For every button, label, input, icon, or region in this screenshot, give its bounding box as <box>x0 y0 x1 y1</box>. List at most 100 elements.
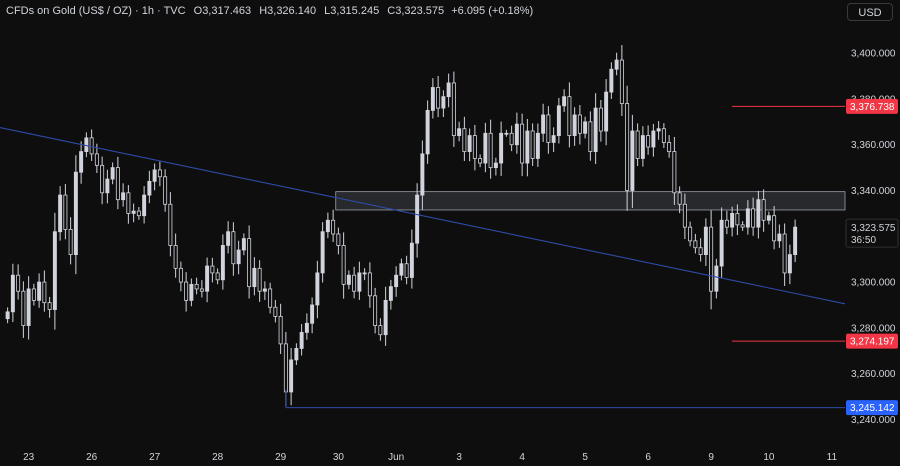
candle-body <box>136 210 141 217</box>
low-price-tag-bg <box>846 400 898 416</box>
candle-body <box>362 272 367 275</box>
currency-button[interactable]: USD <box>847 3 893 21</box>
candle-body <box>441 96 446 109</box>
high-label: H <box>259 5 268 17</box>
candle-body <box>472 135 477 159</box>
candle-body <box>756 199 761 228</box>
candle-body <box>719 219 724 267</box>
candle-body <box>556 105 561 136</box>
time-axis[interactable]: 23 26 27 28 29 30 Jun 3 4 5 6 9 10 11 <box>23 452 837 463</box>
candle-body <box>47 302 52 310</box>
candle-body <box>772 215 777 242</box>
candle-body <box>451 82 456 136</box>
candle-body <box>598 107 603 132</box>
candle-body <box>625 103 630 191</box>
candle-body <box>5 311 10 320</box>
resistance-price-tag-text: 3,376.738 <box>850 102 895 113</box>
candle-body <box>278 315 283 345</box>
candle-body <box>79 151 84 173</box>
x-tick-label: Jun <box>388 452 404 463</box>
legend-separator: · <box>134 5 139 17</box>
candle-body <box>21 290 26 326</box>
candle-body <box>252 267 257 288</box>
candle-body <box>373 295 378 326</box>
candle-body <box>745 208 750 228</box>
candle-body <box>16 274 21 292</box>
candle-body <box>189 283 194 301</box>
candle-body <box>425 110 430 155</box>
candle-body <box>525 130 530 164</box>
candle-body <box>688 226 693 242</box>
candle-body <box>73 171 78 255</box>
x-tick-label: 10 <box>763 452 775 463</box>
candle-body <box>703 226 708 255</box>
candle-body <box>194 283 199 290</box>
legend-separator: · <box>157 5 161 17</box>
candle-body <box>640 135 645 159</box>
candle-body <box>488 132 493 169</box>
x-tick-label: 30 <box>333 452 345 463</box>
zone-rect[interactable] <box>335 191 846 211</box>
candle-body <box>577 114 582 134</box>
candle-body <box>315 272 320 306</box>
candle-body <box>551 135 556 143</box>
descending-trendline[interactable] <box>0 127 846 305</box>
x-tick-label: 26 <box>86 452 98 463</box>
y-tick-label: 3,240.000 <box>851 415 896 426</box>
candle-body <box>656 128 661 132</box>
candle-body <box>567 96 572 136</box>
candle-body <box>31 288 36 301</box>
candle-body <box>152 169 157 182</box>
candle-body <box>777 233 782 242</box>
x-tick-label: 28 <box>212 452 224 463</box>
change-value: +6.095 (+0.18%) <box>451 5 534 17</box>
candle-body <box>541 114 546 134</box>
supply-zone[interactable] <box>335 191 846 211</box>
candle-body <box>100 164 105 194</box>
close-value: 3,323.575 <box>395 5 445 17</box>
candle-body <box>457 128 462 136</box>
candle-body <box>724 219 729 228</box>
candle-body <box>730 212 735 228</box>
candle-body <box>262 288 267 292</box>
x-tick-label: 23 <box>23 452 35 463</box>
candle-body <box>273 306 278 317</box>
candle-body <box>331 219 336 235</box>
candle-body <box>782 233 787 274</box>
candle-body <box>226 231 231 246</box>
candle-body <box>205 265 210 292</box>
candle-body <box>635 130 640 159</box>
candle-body <box>341 245 346 285</box>
candle-body <box>499 132 504 164</box>
candle-body <box>367 272 372 297</box>
current-price-value: 3,323.575 <box>851 223 896 234</box>
candle-countdown: 36:50 <box>851 235 876 246</box>
candle-body <box>430 87 435 111</box>
candle-body <box>404 263 409 278</box>
interval-label[interactable]: 1h <box>141 5 154 17</box>
resistance-price-tag-bg <box>846 98 898 114</box>
candle-body <box>163 176 168 205</box>
candle-body <box>614 59 619 70</box>
candle-body <box>147 180 152 196</box>
candle-body <box>178 267 183 283</box>
candle-body <box>766 215 771 221</box>
candle-body <box>325 219 330 233</box>
candle-body <box>787 254 792 274</box>
candle-body <box>110 167 115 180</box>
symbol-legend: CFDs on Gold (US$ / OZ) · 1h · TVC O3,31… <box>6 5 533 17</box>
candle-body <box>672 151 677 194</box>
price-tags: 3,376.738 3,274.197 3,245.142 3,323.57536:5… <box>845 98 899 416</box>
candle-body <box>105 178 110 194</box>
candle-body <box>142 194 147 217</box>
x-tick-label: 3 <box>456 452 462 463</box>
symbol-name[interactable]: CFDs on Gold (US$ / OZ) <box>6 5 132 17</box>
candle-body <box>42 281 47 304</box>
candle-body <box>336 233 341 246</box>
candle-body <box>420 153 425 196</box>
drawing-lines[interactable] <box>0 105 846 409</box>
close-label: C <box>387 5 396 17</box>
y-tick-label: 3,360.000 <box>851 140 896 151</box>
